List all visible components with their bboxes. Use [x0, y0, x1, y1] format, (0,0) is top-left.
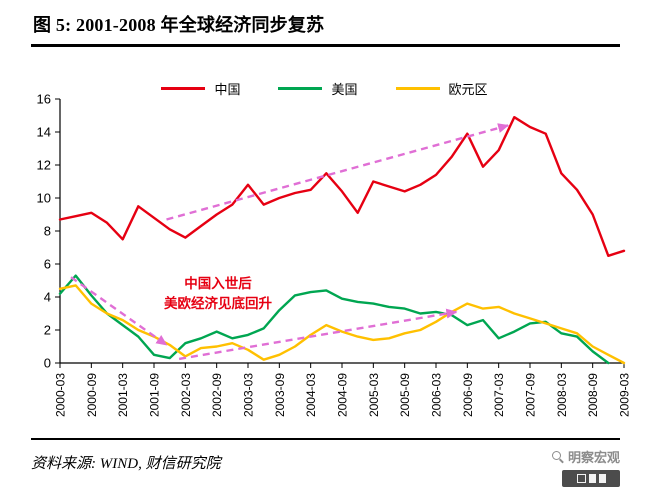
chart-legend: 中国 美国 欧元区 [0, 79, 649, 98]
chart-annotation: 中国入世后 美欧经济见底回升 [130, 274, 306, 315]
watermark-logo [562, 470, 620, 487]
trend-arrow-2 [166, 123, 510, 221]
y-axis-tick-label: 8 [44, 224, 51, 239]
legend-label-us: 美国 [331, 82, 358, 97]
legend-line-eurozone [395, 87, 440, 90]
x-axis-tick-label: 2006-03 [430, 373, 444, 417]
x-axis-tick-label: 2002-09 [210, 373, 224, 417]
x-axis-tick-label: 2003-09 [273, 373, 287, 417]
watermark-text: 明察宏观 [567, 450, 620, 465]
legend-item-eurozone: 欧元区 [395, 79, 488, 98]
y-axis-tick-label: 16 [37, 92, 51, 107]
x-axis-tick-label: 2009-03 [618, 373, 632, 417]
line-chart: 0 2 4 6 8 10 12 14 16 2000-03 2000-09 2001-03 2001-0… [37, 92, 632, 418]
watermark: 明察宏观 [551, 447, 620, 487]
y-axis-tick-label: 6 [44, 257, 51, 272]
watermark-logo-mark [576, 474, 586, 483]
source-note: 资料来源: WIND, 财信研究院 [31, 456, 221, 472]
x-axis-tick-label: 2007-09 [524, 373, 538, 417]
legend-label-china: 中国 [214, 82, 241, 97]
y-axis-tick-label: 2 [44, 323, 51, 338]
legend-line-us [278, 87, 323, 90]
series-line-1 [58, 274, 610, 365]
x-axis-tick-label: 2003-03 [242, 373, 256, 417]
y-axis-tick-label: 12 [37, 158, 51, 173]
y-axis-tick-label: 14 [37, 125, 51, 140]
legend-label-eurozone: 欧元区 [448, 82, 488, 97]
x-axis-tick-label: 2005-09 [398, 373, 412, 417]
x-axis-tick-label: 2000-09 [85, 373, 99, 417]
x-axis-tick-label: 2008-03 [555, 373, 569, 417]
x-axis-tick-label: 2007-03 [492, 373, 506, 417]
x-axis-tick-label: 2005-03 [367, 373, 381, 417]
watermark-account: 明察宏观 [551, 447, 620, 466]
series-line-0 [58, 115, 626, 258]
legend-item-china: 中国 [161, 79, 240, 98]
figure-title: 图 5: 2001-2008 年全球经济同步复苏 [33, 15, 325, 35]
y-axis-tick-label: 10 [37, 191, 51, 206]
annotation-line1: 中国入世后 [184, 276, 252, 291]
x-axis-tick-label: 2004-09 [336, 373, 350, 417]
magnifier-icon [551, 450, 564, 463]
trend-arrow-0 [70, 276, 168, 346]
x-axis-tick-label: 2008-09 [586, 373, 600, 417]
annotation-line2: 美欧经济见底回升 [164, 296, 272, 312]
trend-arrow-1 [178, 308, 458, 361]
x-axis-tick-label: 2001-09 [148, 373, 162, 417]
legend-line-china [161, 87, 206, 90]
chart-area: 0 2 4 6 8 10 12 14 16 2000-03 2000-09 2001-03 2001-0… [0, 49, 649, 424]
y-axis-tick-label: 0 [44, 356, 51, 371]
y-axis-tick-label: 4 [44, 290, 51, 305]
x-axis-tick-label: 2002-03 [179, 373, 193, 417]
x-axis-tick-label: 2000-03 [54, 373, 68, 417]
legend-item-us: 美国 [278, 79, 358, 98]
x-axis-tick-label: 2006-09 [461, 373, 475, 417]
footer: 资料来源: WIND, 财信研究院 明察宏观 [31, 438, 620, 487]
x-axis-tick-label: 2004-03 [304, 373, 318, 417]
watermark-logo-mark [588, 474, 596, 483]
watermark-logo-mark [598, 474, 606, 483]
x-axis-tick-label: 2001-03 [116, 373, 130, 417]
figure-title-bar: 图 5: 2001-2008 年全球经济同步复苏 [31, 0, 620, 47]
